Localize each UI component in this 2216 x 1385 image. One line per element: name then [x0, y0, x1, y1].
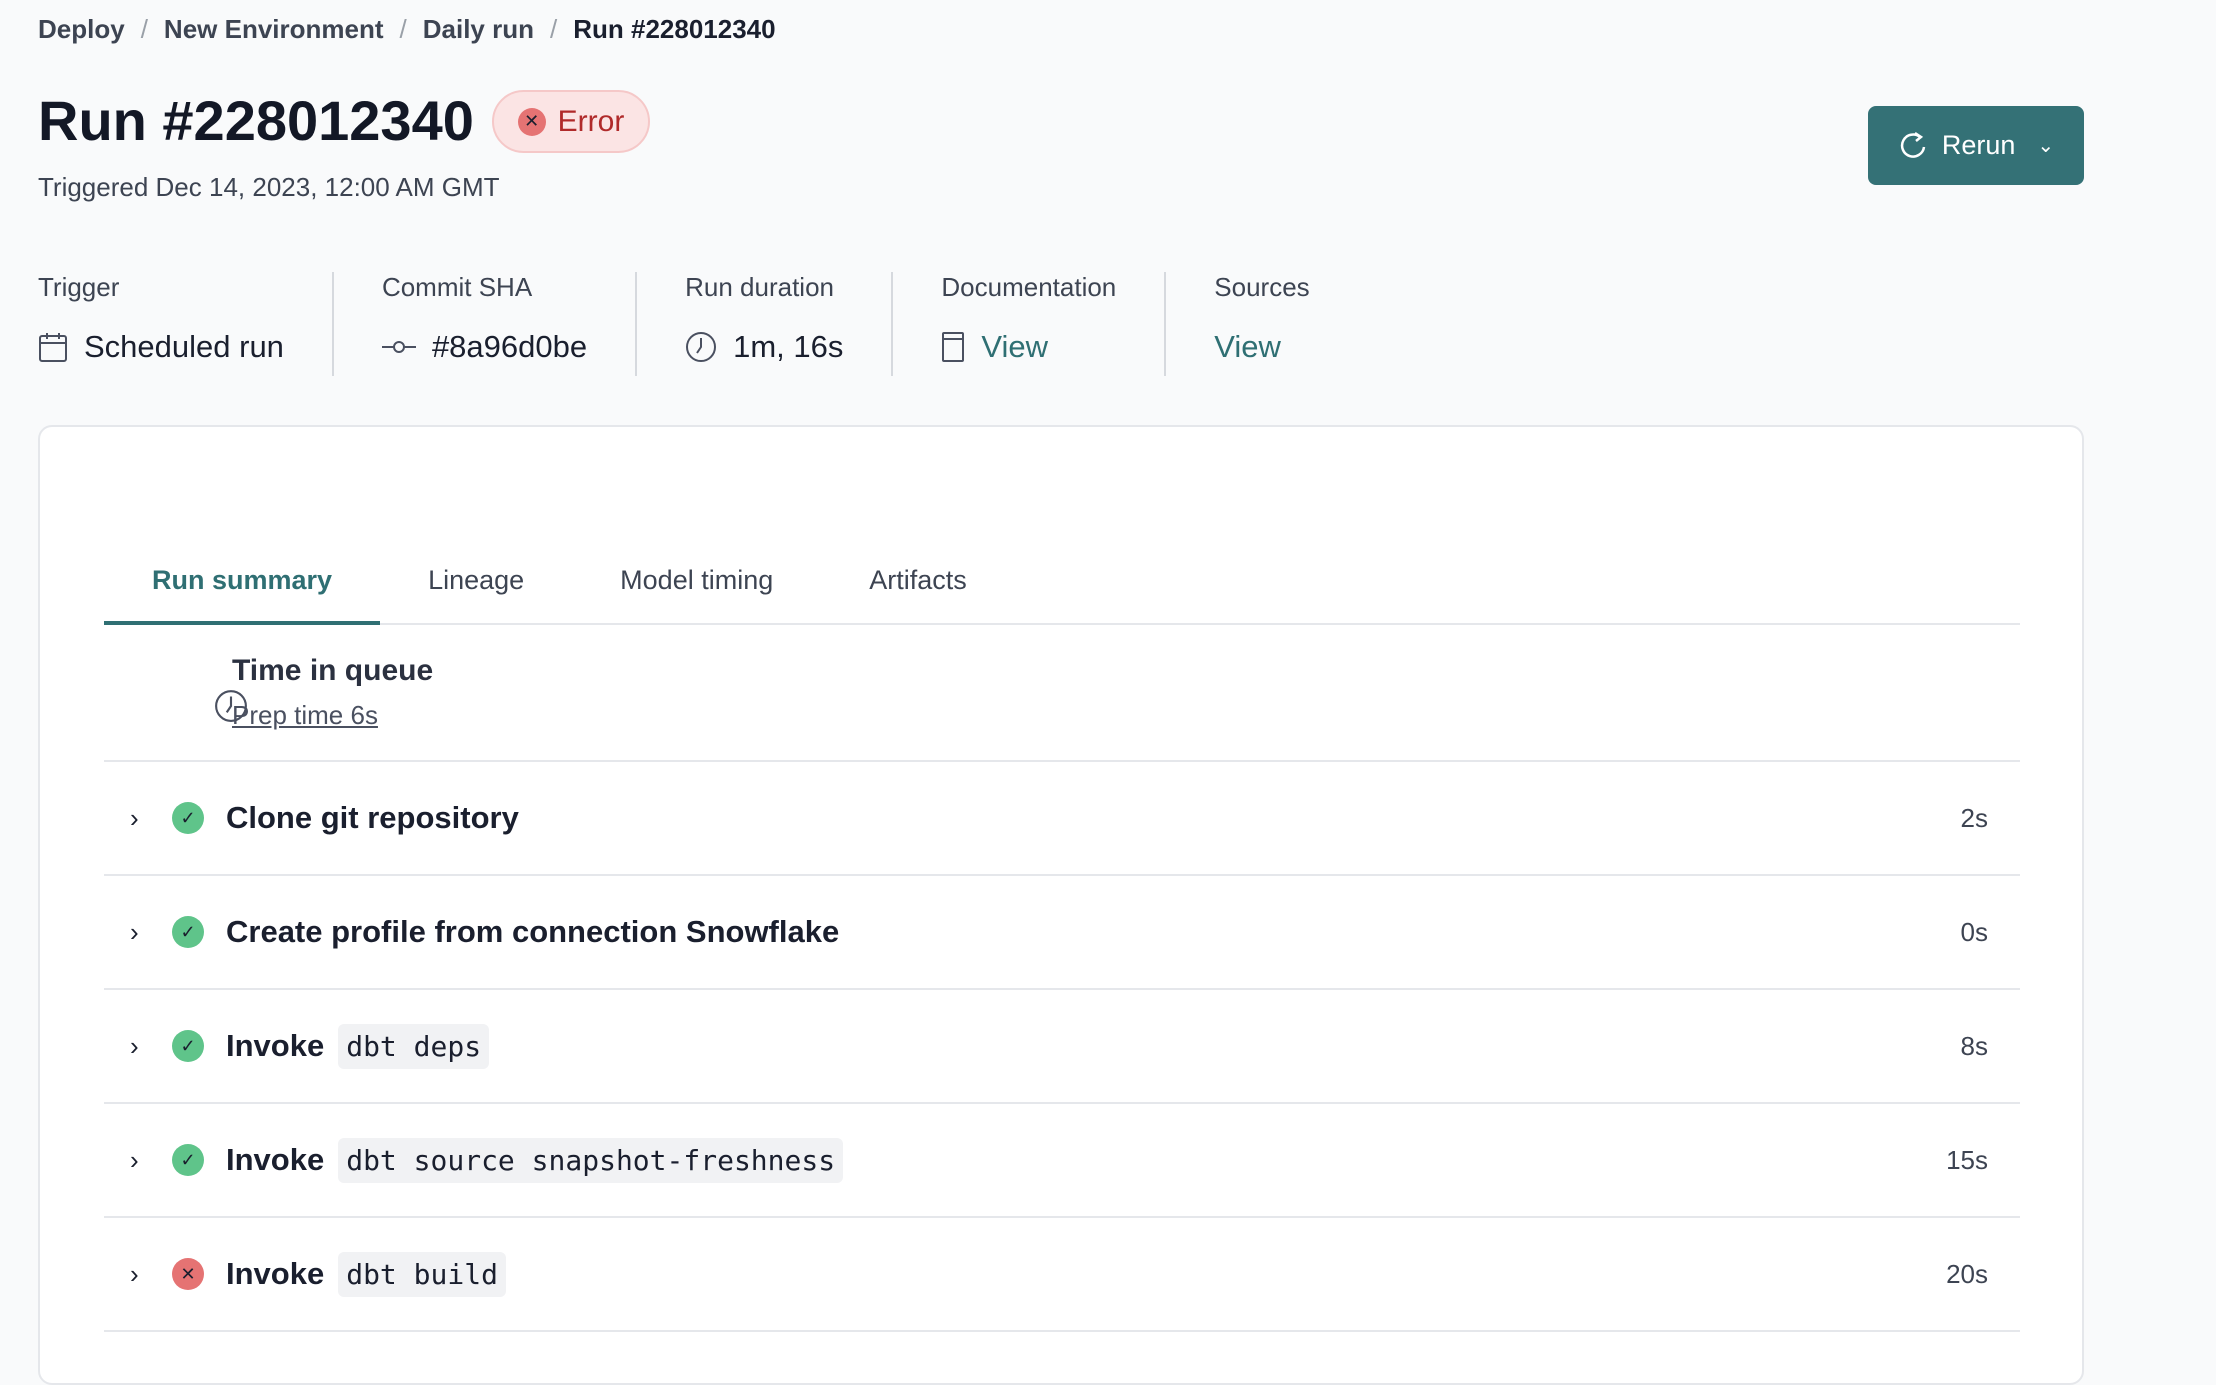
error-icon: ✕	[517, 107, 546, 136]
clock-icon	[215, 690, 247, 722]
step-duration: 20s	[1946, 1258, 1988, 1289]
step-row[interactable]: › ✓ Create profile from connection Snowf…	[104, 876, 2020, 990]
meta-commit: Commit SHA #8a96d0be	[381, 272, 638, 376]
step-title: Create profile from connection Snowflake	[226, 914, 840, 949]
meta-label: Trigger	[38, 272, 120, 302]
rerun-label: Rerun	[1941, 130, 2016, 160]
step-title: Invoke	[226, 1256, 325, 1291]
refresh-icon	[1900, 131, 1926, 158]
check-circle-icon: ✓	[172, 916, 204, 948]
breadcrumb-environment[interactable]: New Environment	[163, 14, 384, 44]
step-duration: 0s	[1960, 916, 1988, 947]
step-command: dbt deps	[338, 1023, 490, 1069]
breadcrumb-separator: /	[550, 14, 558, 44]
breadcrumb-current: Run #228012340	[573, 14, 776, 44]
breadcrumb-separator: /	[399, 14, 407, 44]
sources-link[interactable]: View	[1214, 329, 1281, 364]
step-title: Clone git repository	[226, 800, 519, 835]
run-details-card: Run summary Lineage Model timing Artifac…	[38, 425, 2084, 1385]
commit-icon	[381, 341, 416, 353]
tab-run-summary[interactable]: Run summary	[104, 555, 381, 625]
rerun-button[interactable]: Rerun ⌄	[1868, 106, 2084, 185]
step-row[interactable]: › ✓ Clone git repository 2s	[104, 762, 2020, 876]
meta-label: Run duration	[685, 272, 834, 302]
status-badge: ✕ Error	[492, 90, 650, 153]
chevron-right-icon[interactable]: ›	[130, 1258, 139, 1289]
run-metadata: Trigger Scheduled run Commit SHA #8a96d0be…	[38, 272, 1406, 376]
meta-label: Commit SHA	[381, 272, 533, 302]
breadcrumb: Deploy / New Environment / Daily run / Run …	[38, 14, 776, 45]
meta-value[interactable]: #8a96d0be	[431, 329, 588, 364]
time-in-queue: Time in queue Prep time 6s	[104, 642, 2020, 762]
meta-value: 1m, 16s	[733, 329, 844, 364]
meta-label: Documentation	[941, 272, 1117, 302]
step-title: Invoke	[226, 1028, 325, 1063]
meta-duration: Run duration 1m, 16s	[685, 272, 894, 376]
triggered-time: Triggered Dec 14, 2023, 12:00 AM GMT	[38, 172, 500, 202]
status-label: Error	[557, 104, 625, 138]
breadcrumb-deploy[interactable]: Deploy	[38, 14, 125, 44]
clock-icon	[686, 332, 717, 362]
tab-lineage[interactable]: Lineage	[428, 565, 525, 595]
check-circle-icon: ✓	[172, 1144, 204, 1176]
meta-documentation: Documentation View	[941, 272, 1167, 376]
chevron-right-icon[interactable]: ›	[130, 1144, 139, 1175]
step-command: dbt source snapshot-freshness	[338, 1137, 844, 1183]
meta-value: Scheduled run	[84, 329, 284, 364]
calendar-icon	[39, 333, 67, 362]
step-row[interactable]: › ✓ Invoke dbt deps 8s	[104, 990, 2020, 1104]
tab-model-timing[interactable]: Model timing	[620, 565, 774, 595]
page-title: Run #228012340	[38, 89, 474, 152]
breadcrumb-separator: /	[140, 14, 148, 44]
prep-time-link[interactable]: Prep time 6s	[232, 700, 378, 730]
step-duration: 8s	[1960, 1030, 1988, 1061]
chevron-down-icon[interactable]: ⌄	[2037, 135, 2055, 157]
meta-trigger: Trigger Scheduled run	[38, 272, 334, 376]
check-circle-icon: ✓	[172, 802, 204, 834]
step-duration: 2s	[1960, 802, 1988, 833]
meta-sources: Sources View	[1214, 272, 1357, 376]
error-icon: ✕	[172, 1258, 204, 1290]
tab-artifacts[interactable]: Artifacts	[869, 565, 967, 595]
queue-title: Time in queue	[232, 654, 434, 687]
chevron-right-icon[interactable]: ›	[130, 802, 139, 833]
check-circle-icon: ✓	[172, 1030, 204, 1062]
document-icon	[942, 332, 965, 362]
breadcrumb-job[interactable]: Daily run	[422, 14, 534, 44]
meta-label: Sources	[1214, 272, 1310, 302]
step-row[interactable]: › ✓ Invoke dbt source snapshot-freshness …	[104, 1104, 2020, 1218]
step-row[interactable]: › ✕ Invoke dbt build 20s	[104, 1218, 2020, 1332]
chevron-right-icon[interactable]: ›	[130, 916, 139, 947]
step-command: dbt build	[338, 1251, 506, 1297]
step-duration: 15s	[1946, 1144, 1988, 1175]
documentation-link[interactable]: View	[981, 329, 1049, 364]
tab-bar: Run summary Lineage Model timing Artifac…	[104, 555, 2020, 625]
chevron-right-icon[interactable]: ›	[130, 1030, 139, 1061]
step-title: Invoke	[226, 1142, 325, 1177]
